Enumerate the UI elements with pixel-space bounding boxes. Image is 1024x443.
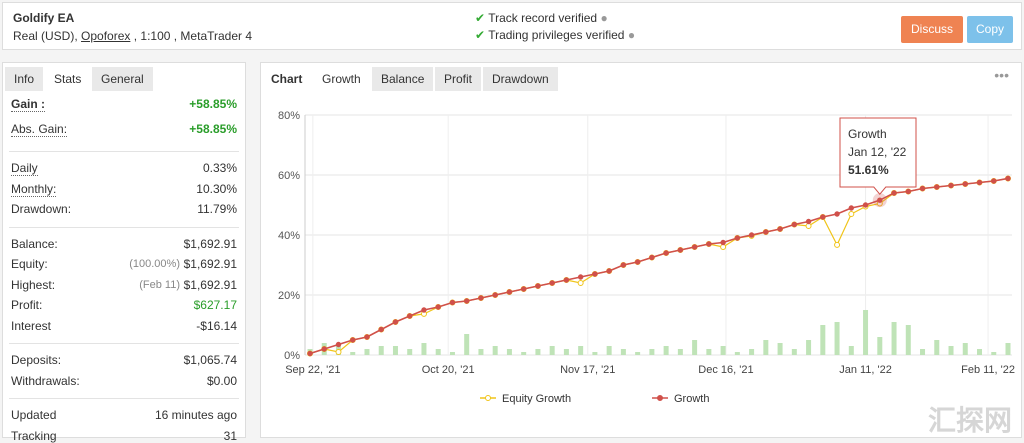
stats-panel: Info Stats General Gain : +58.85% Abs. Gain: +…	[2, 62, 246, 443]
stat-label: Balance:	[11, 236, 58, 251]
stat-value: $627.17	[193, 298, 237, 312]
stat-value: +58.85%	[189, 97, 237, 111]
stat-note: (100.00%)	[129, 258, 180, 270]
stat-value: -$16.14	[196, 318, 237, 333]
stat-value: 31	[223, 428, 237, 443]
menu-icon[interactable]: •••	[994, 67, 1009, 83]
stat-label: Drawdown:	[11, 202, 72, 216]
stat-value: $1,692.91	[183, 236, 237, 251]
account: Real (USD), Opoforex , 1:100 , MetaTrade…	[13, 29, 252, 43]
stat-value: 10.30%	[196, 181, 237, 196]
tab[interactable]: General	[92, 67, 153, 91]
title: Goldify EA	[13, 11, 75, 25]
stat-value: $1,065.74	[183, 353, 237, 367]
stat-value: 0.33%	[202, 161, 237, 175]
tab[interactable]: Drawdown	[483, 67, 558, 91]
stat-note: (Feb 11)	[139, 278, 180, 291]
stat-label: Highest:	[11, 277, 56, 292]
copy-button[interactable]: Copy	[967, 16, 1013, 43]
discuss-button[interactable]: Discuss	[901, 16, 963, 43]
tab[interactable]: Profit	[435, 67, 482, 91]
tab[interactable]: Info	[5, 67, 44, 91]
account-suffix: , 1:100 , MetaTrader 4	[133, 29, 253, 43]
tab[interactable]: Stats	[45, 67, 91, 91]
stat-value: +58.85%	[189, 122, 237, 136]
verified-2: ✔ Trading privileges verified ●	[475, 28, 635, 42]
header: Goldify EA Real (USD), Opoforex , 1:100 …	[2, 2, 1022, 50]
separator	[9, 398, 239, 399]
check: ✔	[475, 11, 486, 25]
stat-label: Interest	[11, 318, 52, 333]
tab[interactable]: Balance	[372, 67, 434, 91]
stat-label: Withdrawals:	[11, 373, 80, 388]
chart-label: Chart	[271, 72, 303, 86]
separator	[9, 343, 239, 344]
stat-label: Updated	[11, 408, 57, 422]
stat-value: 11.79%	[197, 202, 237, 216]
info-icon: ●	[627, 28, 636, 42]
check: ✔	[475, 28, 486, 42]
verified-text: Track record verified	[488, 11, 598, 25]
stat-value: $1,692.91	[183, 257, 237, 271]
stat-value: $1,692.91	[183, 277, 237, 292]
stat-label: Abs. Gain:	[11, 122, 68, 137]
account-prefix: Real (USD),	[13, 29, 78, 43]
stat-label: Daily	[11, 161, 38, 176]
stat-label: Monthly:	[11, 181, 57, 197]
stat-label: Equity:	[11, 257, 48, 271]
verified-text: Trading privileges verified	[488, 28, 625, 42]
info-icon: ●	[600, 11, 608, 25]
separator	[9, 226, 239, 228]
stat-label: Deposits:	[11, 353, 62, 367]
stat-label: Profit:	[11, 298, 43, 312]
stat-label: Tracking	[11, 428, 57, 443]
chart-panel: Chart ••• Growth Balance Profit Drawdown	[260, 62, 1022, 438]
separator	[9, 151, 239, 152]
broker[interactable]: Opoforex	[81, 29, 131, 43]
stat-value: $0.00	[206, 373, 237, 388]
stat-label: Gain :	[11, 97, 46, 112]
tab[interactable]: Growth	[313, 67, 370, 91]
stat-value: 16 minutes ago	[154, 408, 237, 422]
verified-1: ✔ Track record verified ●	[475, 11, 608, 25]
